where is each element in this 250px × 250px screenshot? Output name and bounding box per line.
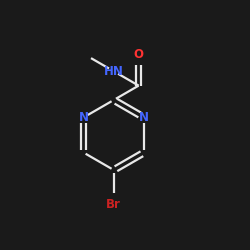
Text: O: O [134, 48, 144, 60]
Text: HN: HN [104, 65, 124, 78]
Text: Br: Br [106, 198, 121, 211]
Text: N: N [78, 111, 88, 124]
Text: N: N [139, 111, 149, 124]
